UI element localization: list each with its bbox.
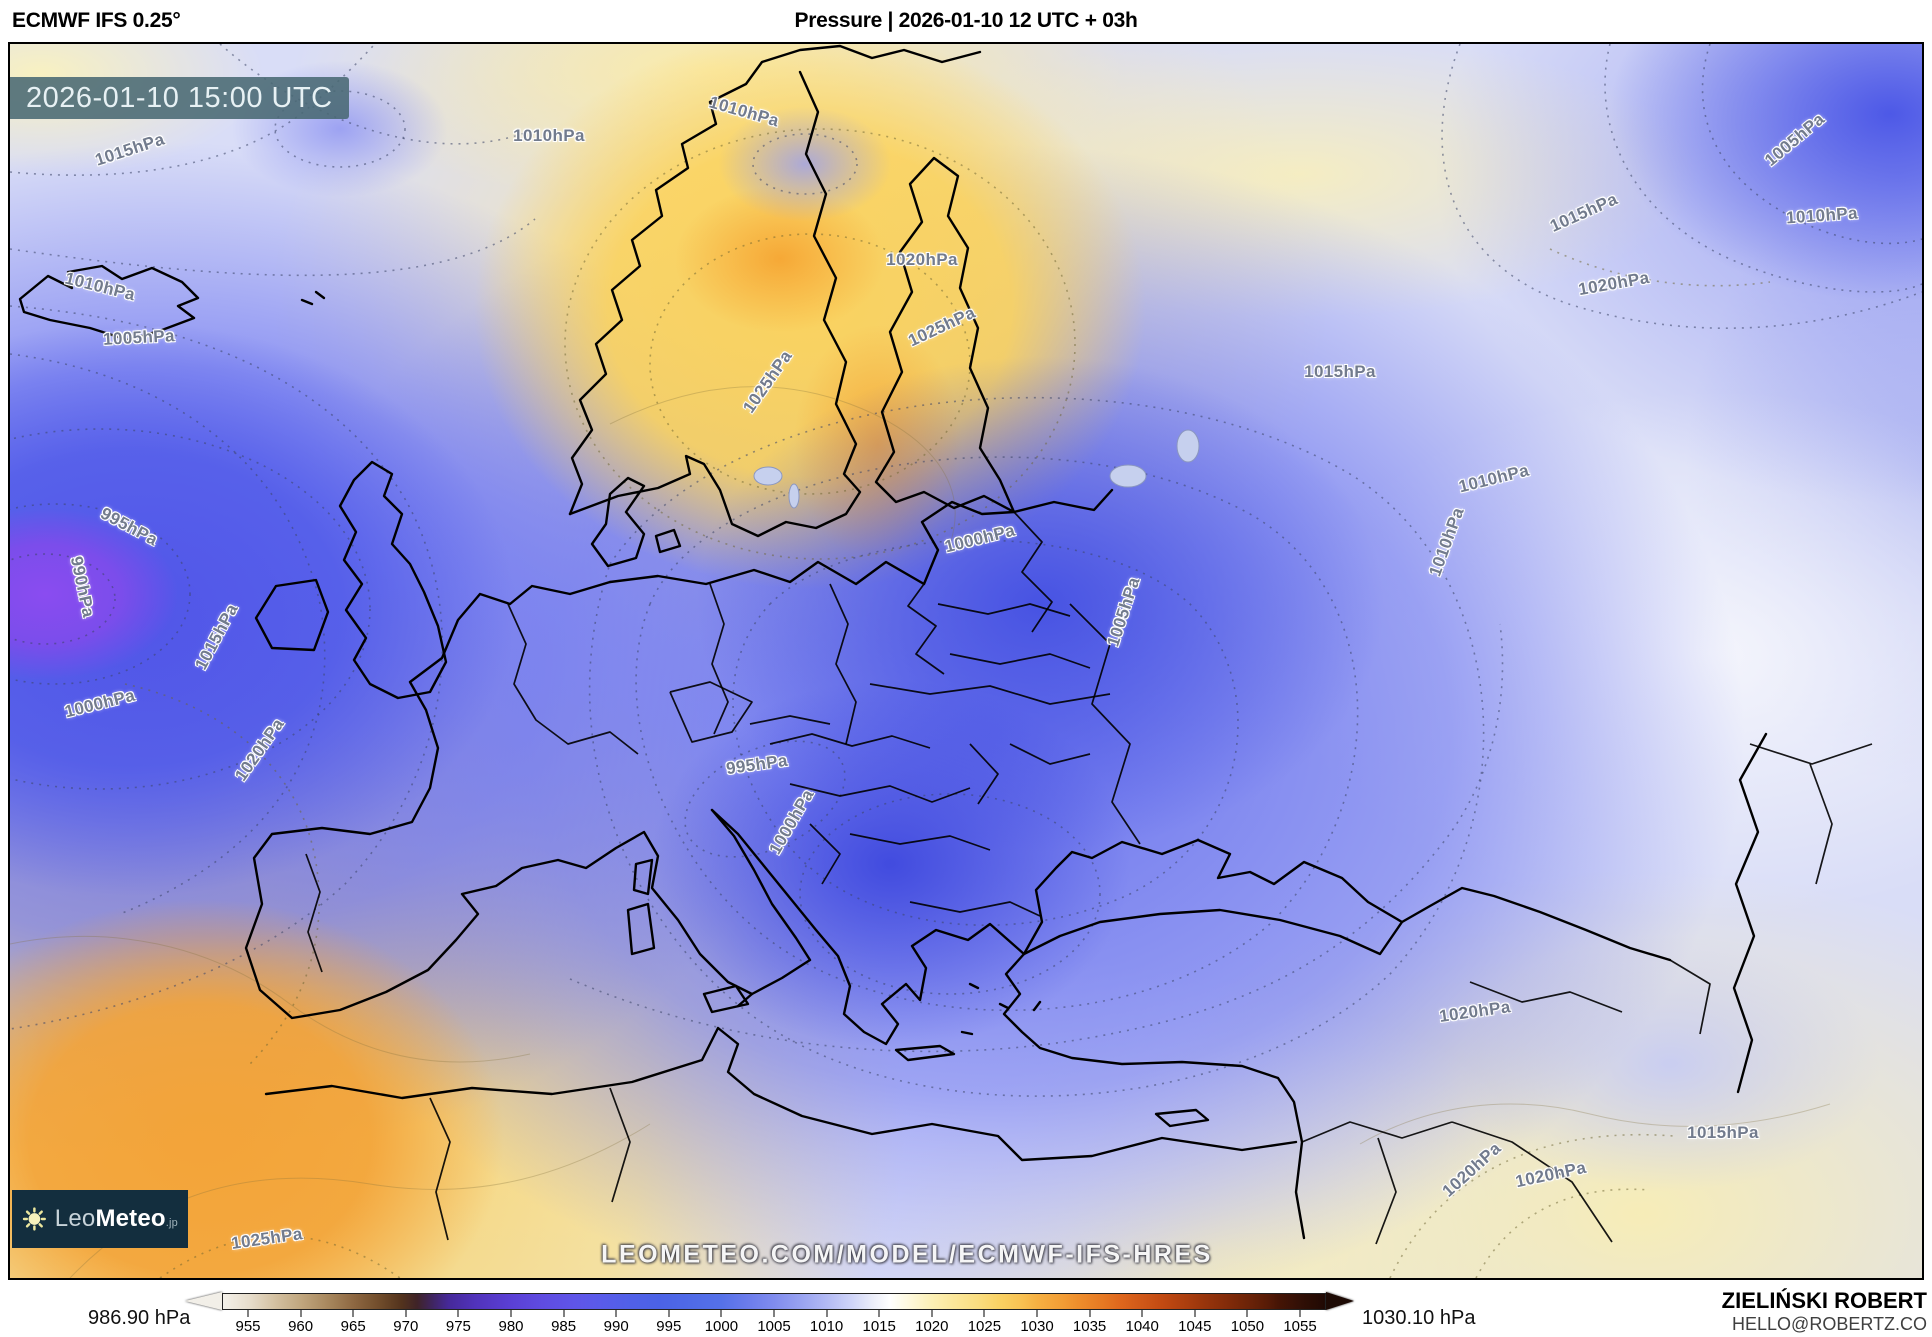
colorbar-tick-label: 1025 <box>967 1318 1002 1335</box>
colorbar-tick-mark <box>931 1310 933 1317</box>
isobar-contours <box>10 44 1922 1097</box>
colorbar-tick-label: 1000 <box>704 1318 739 1335</box>
colorbar-tick-label: 1045 <box>1178 1318 1212 1335</box>
contour-label: 1005hPa <box>102 326 176 349</box>
timestamp-chip: 2026-01-10 15:00 UTC <box>10 77 349 119</box>
colorbar-tick-label: 975 <box>445 1318 471 1335</box>
colorbar-tick-label: 1020 <box>915 1318 949 1335</box>
coastlines <box>18 44 1768 1240</box>
colorbar-tick-mark <box>983 1310 985 1317</box>
colorbar-tick-label: 980 <box>498 1318 524 1335</box>
colorbar-max-value: 1030.10 hPa <box>1362 1307 1476 1329</box>
colorbar-tick-label: 970 <box>393 1318 419 1335</box>
model-name: ECMWF IFS 0.25° <box>12 9 181 32</box>
pressure-map: 1015hPa 1010hPa 1005hPa 995hPa 990hPa 1000hPa… <box>8 42 1924 1280</box>
colorbar-tick-label: 1030 <box>1020 1318 1054 1335</box>
sun-icon <box>22 1207 46 1231</box>
colorbar-tick-mark <box>510 1310 512 1317</box>
colorbar-tick-mark <box>1194 1310 1196 1317</box>
colorbar-tick-label: 1040 <box>1125 1318 1159 1335</box>
isobar-contours-warm <box>124 128 1771 1278</box>
colorbar-min-value: 986.90 hPa <box>88 1307 191 1329</box>
colorbar-tick-mark <box>668 1310 670 1317</box>
colorbar-tick-label: 960 <box>288 1318 314 1335</box>
colorbar-right-arrow <box>1326 1292 1354 1310</box>
author-contact: HELLO@ROBERTZ.CO <box>1732 1314 1927 1334</box>
author-name: ZIELIŃSKI ROBERT <box>1721 1288 1927 1313</box>
map-overlay-svg <box>10 44 1922 1278</box>
colorbar-tick-mark <box>826 1310 828 1317</box>
colorbar <box>222 1293 1326 1310</box>
colorbar-tick-label: 1005 <box>757 1318 791 1335</box>
contour-label: 1010hPa <box>513 126 585 145</box>
colorbar-tick-label: 1015 <box>862 1318 896 1335</box>
contour-label: 1020hPa <box>886 250 958 269</box>
colorbar-tick-label: 1055 <box>1283 1318 1317 1335</box>
colorbar-tick-mark <box>615 1310 617 1317</box>
colorbar-tick-mark <box>773 1310 775 1317</box>
colorbar-tick-label: 955 <box>235 1318 261 1335</box>
watermark-url: LEOMETEO.COM/MODEL/ECMWF-IFS-HRES <box>601 1240 1213 1269</box>
leometeo-logo: LeoMeteo.jp <box>12 1190 188 1248</box>
colorbar-tick-mark <box>1089 1310 1091 1317</box>
country-borders <box>305 511 1873 1245</box>
colorbar-tick-mark <box>1141 1310 1143 1317</box>
colorbar-tick-mark <box>720 1310 722 1317</box>
colorbar-tick-mark <box>563 1310 565 1317</box>
colorbar-tick-mark <box>878 1310 880 1317</box>
lakes <box>753 429 1200 509</box>
fine-contours <box>10 386 1831 1278</box>
colorbar-tick-mark <box>457 1310 459 1317</box>
colorbar-tick-mark <box>247 1310 249 1317</box>
colorbar-tick-mark <box>1036 1310 1038 1317</box>
colorbar-tick-label: 1050 <box>1230 1318 1265 1335</box>
colorbar-tick-mark <box>1246 1310 1248 1317</box>
colorbar-tick-mark <box>405 1310 407 1317</box>
logo-text: LeoMeteo.jp <box>54 1205 178 1232</box>
colorbar-tick-label: 1010 <box>809 1318 844 1335</box>
colorbar-tick-label: 965 <box>340 1318 366 1335</box>
colorbar-tick-mark <box>352 1310 354 1317</box>
contour-label: 1015hPa <box>1304 362 1376 381</box>
colorbar-left-arrow <box>185 1292 222 1310</box>
colorbar-tick-label: 985 <box>551 1318 577 1335</box>
page-title: Pressure | 2026-01-10 12 UTC + 03h <box>794 9 1138 32</box>
colorbar-tick-label: 1035 <box>1072 1318 1107 1335</box>
colorbar-tick-label: 995 <box>656 1318 682 1335</box>
pressure-field <box>10 44 1922 1278</box>
colorbar-ticks: 955 960 965 970 975 980 985 990 995 1000 1005 1010 1… <box>222 1310 1326 1336</box>
contour-label: 1015hPa <box>1687 1123 1759 1142</box>
colorbar-tick-mark <box>300 1310 302 1317</box>
colorbar-tick-label: 990 <box>603 1318 629 1335</box>
colorbar-tick-mark <box>1299 1310 1301 1317</box>
